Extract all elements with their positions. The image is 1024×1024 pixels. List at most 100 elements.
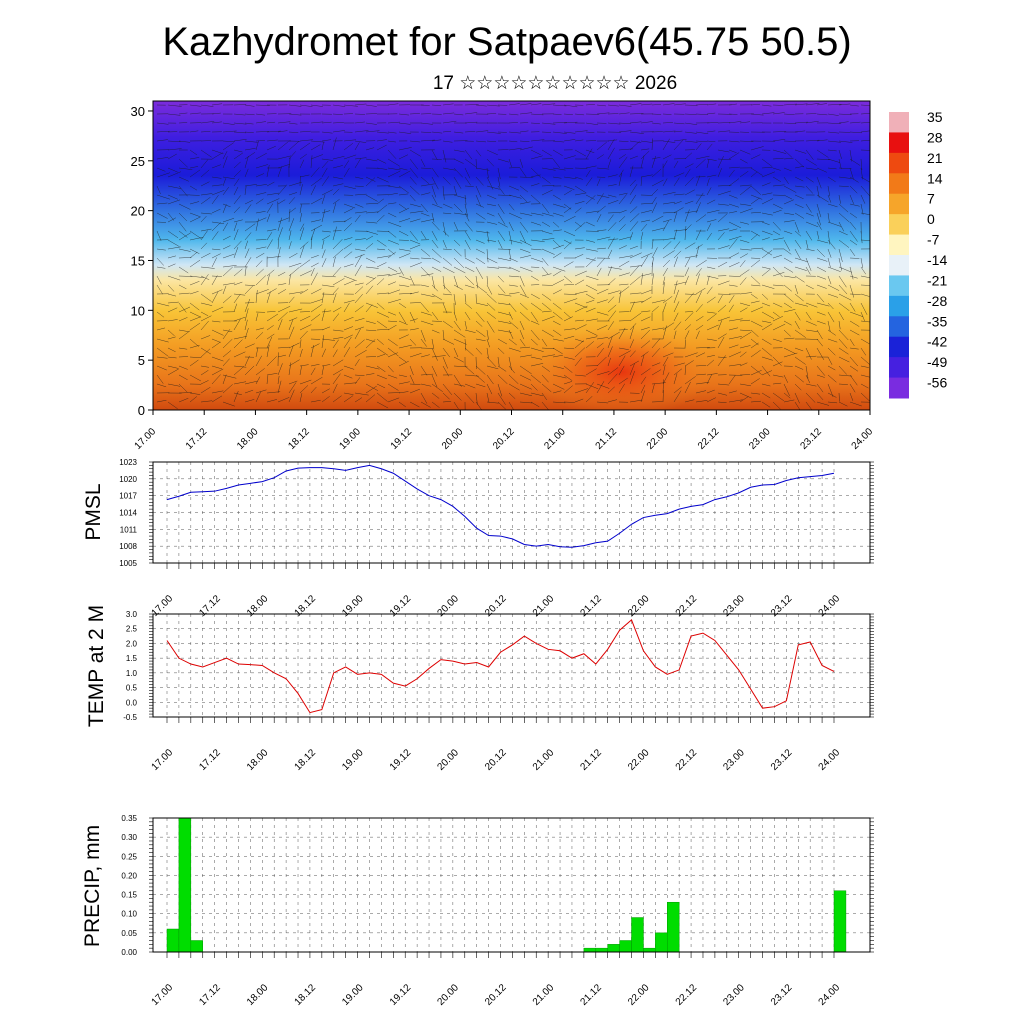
heat-y-tick-label: 15: [131, 253, 145, 268]
wind-barb: [805, 221, 819, 228]
wind-barb: [794, 275, 805, 283]
wind-barb: [860, 311, 865, 322]
colorbar-segment: [889, 377, 909, 399]
wind-barb: [838, 158, 842, 170]
wind-barb: [849, 239, 858, 246]
wind-barb: [541, 273, 552, 277]
wind-barb: [519, 293, 529, 298]
wind-barb: [783, 230, 793, 234]
wind-barb: [563, 113, 573, 116]
wind-barb: [442, 230, 450, 237]
wind-barb: [365, 339, 376, 349]
temp-axis-title: TEMP at 2 M: [85, 605, 108, 727]
pmsl-y-tick-label: 1005: [119, 559, 137, 568]
wind-barb: [387, 281, 397, 286]
wind-barb: [629, 360, 639, 367]
wind-barb: [310, 104, 323, 107]
colorbar-label: 35: [927, 109, 943, 125]
wind-barb: [717, 383, 730, 386]
wind-barb: [332, 199, 340, 205]
wind-barb: [288, 308, 303, 313]
wind-barb: [420, 365, 428, 376]
wind-barb: [211, 365, 223, 370]
wind-barb: [508, 131, 521, 134]
wind-barb: [761, 104, 772, 107]
wind-barb: [442, 266, 455, 274]
heat-x-axis: 17.00 17.12 18.00 18.12 19.00 19.12 20.00 20.12…: [133, 410, 875, 452]
wind-barb: [728, 344, 739, 349]
wind-barb: [431, 131, 443, 134]
wind-barb: [651, 348, 661, 358]
wind-barb: [486, 311, 496, 319]
wind-barb: [431, 293, 443, 301]
wind-barb: [849, 185, 858, 194]
wind-barb: [827, 329, 836, 336]
wind-barb: [563, 215, 576, 223]
wind-barb: [453, 131, 464, 134]
wind-barb: [508, 383, 520, 391]
wind-barb: [266, 232, 273, 241]
wind-barb: [574, 207, 582, 214]
wind-barb: [475, 176, 484, 186]
wind-barb: [794, 266, 807, 271]
wind-barb: [156, 302, 170, 307]
wind-barb: [211, 184, 223, 187]
wind-barb: [816, 284, 827, 289]
wind-barb: [618, 377, 628, 385]
wind-barb: [607, 238, 619, 241]
pmsl-x-tick-label: 21.12: [578, 593, 604, 619]
wind-barb: [574, 270, 587, 277]
wind-barb: [673, 193, 685, 196]
wind-barb: [244, 223, 256, 232]
pmsl-y-tick-label: 1017: [119, 492, 137, 501]
wind-barb: [200, 275, 210, 281]
wind-barb: [387, 289, 401, 295]
wind-barb: [211, 329, 224, 336]
wind-barb: [629, 301, 635, 313]
wind-barb: [211, 164, 221, 169]
wind-barb: [310, 399, 321, 403]
wind-barb: [189, 356, 202, 359]
wind-barb: [772, 266, 783, 278]
wind-barb: [618, 245, 627, 250]
wind-barb: [574, 340, 584, 349]
wind-barb: [728, 166, 740, 169]
precip-bar: [166, 928, 180, 953]
wind-barb: [761, 284, 775, 289]
wind-barb: [486, 401, 499, 404]
wind-barb: [255, 253, 265, 259]
temp-frame: [152, 613, 871, 718]
wind-barb: [827, 374, 837, 383]
wind-barb: [519, 401, 533, 404]
wind-barb: [574, 185, 586, 193]
wind-barb: [189, 201, 200, 205]
wind-barb: [453, 356, 464, 363]
wind-barb: [244, 399, 255, 403]
wind-barb: [299, 184, 303, 196]
wind-barb: [178, 167, 193, 170]
wind-barb: [442, 275, 445, 290]
wind-barb: [420, 257, 432, 260]
wind-barb: [288, 157, 291, 169]
wind-barb: [255, 355, 262, 367]
wind-barb: [255, 347, 259, 358]
wind-barb: [222, 140, 235, 143]
wind-barb: [673, 177, 680, 187]
wind-barb: [640, 310, 651, 313]
wind-barb: [541, 189, 553, 196]
wind-barb: [277, 283, 287, 286]
wind-barb: [255, 389, 267, 394]
wind-barb: [211, 176, 222, 179]
wind-barb: [695, 113, 708, 115]
wind-barb: [772, 284, 784, 287]
wind-barb: [640, 202, 653, 205]
wind-barb: [398, 218, 411, 223]
wind-barb: [321, 326, 331, 331]
wind-barb: [827, 275, 832, 285]
wind-barb: [508, 167, 521, 169]
wind-barb: [453, 221, 458, 231]
wind-barb: [409, 401, 420, 408]
pmsl-x-tick-label: 18.00: [245, 593, 271, 619]
wind-barb: [651, 327, 665, 331]
wind-barb: [816, 239, 829, 244]
